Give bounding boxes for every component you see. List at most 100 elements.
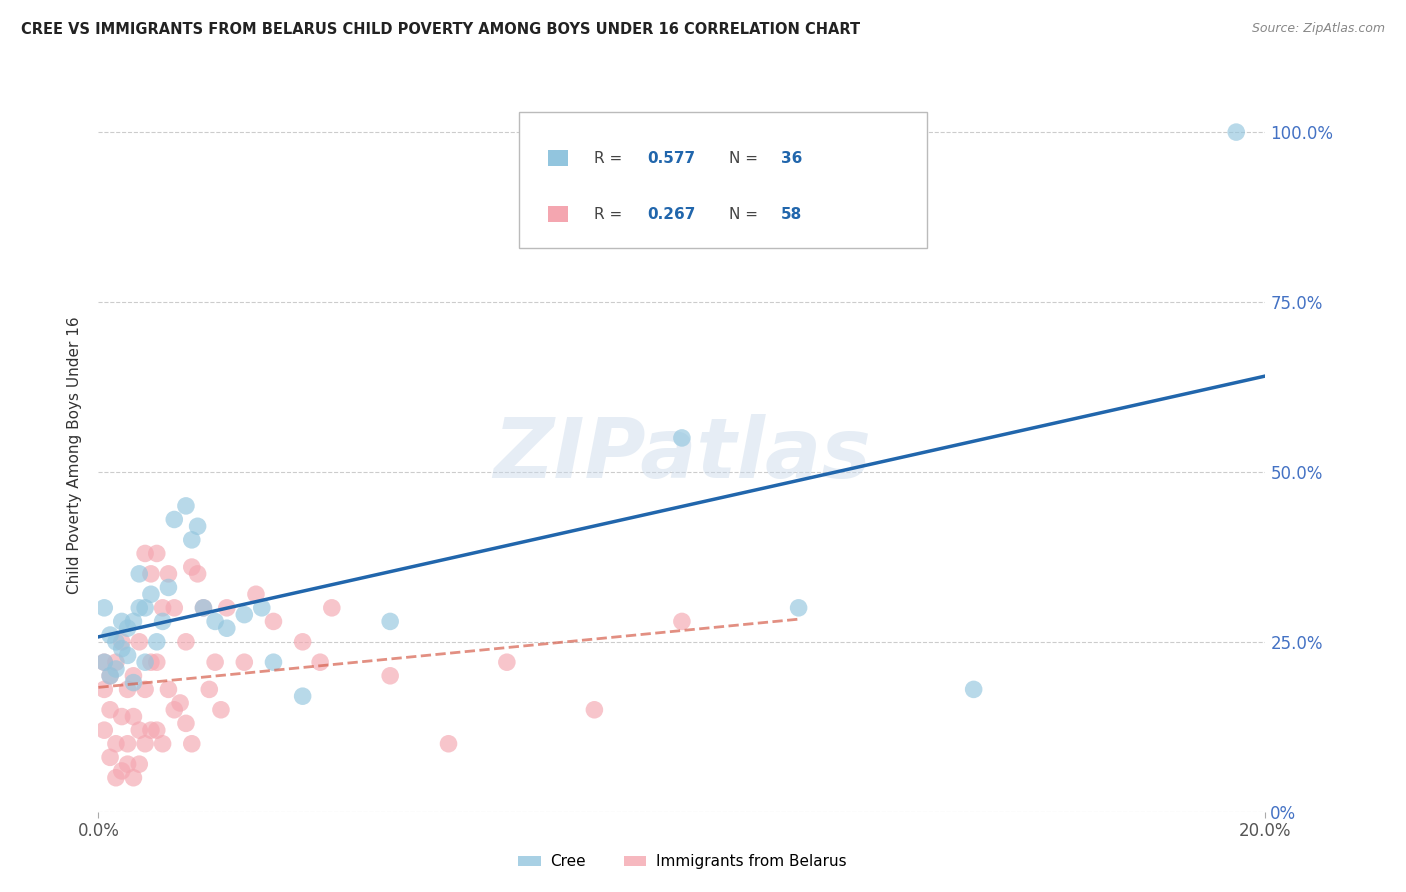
- Point: [111, 764, 134, 778]
- Point: [104, 771, 127, 785]
- Text: CREE VS IMMIGRANTS FROM BELARUS CHILD POVERTY AMONG BOYS UNDER 16 CORRELATION CH: CREE VS IMMIGRANTS FROM BELARUS CHILD PO…: [21, 22, 860, 37]
- Point: [233, 655, 256, 669]
- Point: [98, 750, 121, 764]
- Point: [233, 607, 256, 622]
- Point: [134, 682, 156, 697]
- Text: Source: ZipAtlas.com: Source: ZipAtlas.com: [1251, 22, 1385, 36]
- Point: [93, 655, 115, 669]
- Point: [291, 689, 314, 703]
- Point: [671, 431, 693, 445]
- Point: [134, 546, 156, 560]
- Y-axis label: Child Poverty Among Boys Under 16: Child Poverty Among Boys Under 16: [67, 316, 83, 594]
- Point: [117, 682, 139, 697]
- Point: [98, 669, 121, 683]
- Point: [122, 771, 145, 785]
- Point: [98, 628, 121, 642]
- Point: [169, 696, 191, 710]
- Point: [146, 723, 169, 738]
- Point: [134, 655, 156, 669]
- Point: [152, 600, 174, 615]
- Point: [193, 600, 215, 615]
- Point: [111, 641, 134, 656]
- Legend: Cree, Immigrants from Belarus: Cree, Immigrants from Belarus: [512, 848, 852, 875]
- Point: [378, 615, 402, 629]
- Point: [146, 655, 169, 669]
- Point: [1225, 125, 1247, 139]
- Point: [583, 703, 606, 717]
- Point: [321, 600, 343, 615]
- Point: [93, 682, 115, 697]
- Point: [962, 682, 984, 697]
- Point: [128, 566, 150, 581]
- Point: [134, 600, 156, 615]
- Point: [262, 615, 284, 629]
- Point: [157, 581, 180, 595]
- Point: [117, 737, 139, 751]
- Point: [128, 723, 150, 738]
- Point: [111, 615, 134, 629]
- Point: [495, 655, 517, 669]
- Point: [146, 635, 169, 649]
- Point: [128, 600, 150, 615]
- Point: [122, 669, 145, 683]
- Point: [174, 716, 197, 731]
- Point: [146, 546, 169, 560]
- Point: [180, 737, 202, 751]
- Point: [98, 703, 121, 717]
- Point: [180, 533, 202, 547]
- Point: [163, 600, 186, 615]
- Point: [152, 615, 174, 629]
- Point: [174, 499, 197, 513]
- Point: [139, 566, 162, 581]
- Point: [104, 635, 127, 649]
- Text: N =: N =: [728, 151, 762, 166]
- Point: [163, 512, 186, 526]
- Point: [139, 723, 162, 738]
- Point: [215, 621, 238, 635]
- Point: [157, 682, 180, 697]
- Point: [104, 737, 127, 751]
- Point: [437, 737, 460, 751]
- Point: [93, 723, 115, 738]
- Point: [117, 648, 139, 663]
- Text: R =: R =: [595, 151, 627, 166]
- Point: [122, 675, 145, 690]
- Point: [134, 737, 156, 751]
- Point: [122, 709, 145, 723]
- Text: N =: N =: [728, 207, 762, 221]
- Point: [309, 655, 332, 669]
- Point: [139, 655, 162, 669]
- Point: [139, 587, 162, 601]
- Point: [157, 566, 180, 581]
- Point: [671, 615, 693, 629]
- Point: [117, 621, 139, 635]
- Text: 0.577: 0.577: [647, 151, 695, 166]
- Text: ZIPatlas: ZIPatlas: [494, 415, 870, 495]
- Text: 0.267: 0.267: [647, 207, 696, 221]
- Text: 58: 58: [782, 207, 803, 221]
- Point: [187, 519, 209, 533]
- Point: [198, 682, 221, 697]
- Point: [187, 566, 209, 581]
- FancyBboxPatch shape: [548, 206, 568, 222]
- FancyBboxPatch shape: [519, 112, 927, 248]
- Point: [163, 703, 186, 717]
- Point: [98, 669, 121, 683]
- Point: [117, 757, 139, 772]
- Point: [111, 709, 134, 723]
- Point: [104, 662, 127, 676]
- Point: [93, 600, 115, 615]
- Point: [122, 615, 145, 629]
- Point: [291, 635, 314, 649]
- Point: [174, 635, 197, 649]
- Point: [104, 655, 127, 669]
- Point: [128, 757, 150, 772]
- Point: [250, 600, 273, 615]
- Point: [93, 655, 115, 669]
- Point: [215, 600, 238, 615]
- Point: [193, 600, 215, 615]
- FancyBboxPatch shape: [548, 151, 568, 166]
- Point: [245, 587, 267, 601]
- Point: [204, 615, 226, 629]
- Point: [209, 703, 232, 717]
